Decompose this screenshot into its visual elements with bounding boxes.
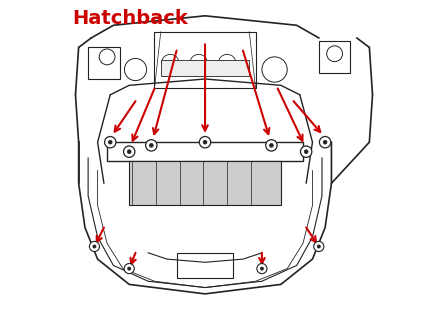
Circle shape (104, 137, 116, 148)
Circle shape (266, 140, 277, 151)
Circle shape (124, 146, 135, 157)
Bar (107, 142, 303, 161)
Bar (129, 161, 281, 205)
Circle shape (190, 54, 207, 72)
Circle shape (125, 58, 146, 81)
Circle shape (218, 54, 236, 72)
Circle shape (128, 267, 131, 270)
Circle shape (99, 49, 115, 65)
Bar (177, 253, 233, 278)
Bar (88, 47, 120, 79)
Circle shape (301, 146, 312, 157)
Circle shape (317, 245, 320, 248)
Circle shape (124, 264, 134, 274)
Bar (319, 41, 350, 73)
Circle shape (319, 137, 331, 148)
Bar (155, 32, 256, 88)
Circle shape (257, 264, 267, 274)
Circle shape (304, 150, 308, 154)
Circle shape (260, 267, 263, 270)
Circle shape (161, 54, 179, 72)
Circle shape (146, 140, 157, 151)
Circle shape (90, 241, 99, 252)
Circle shape (323, 140, 327, 144)
Circle shape (314, 241, 324, 252)
Circle shape (93, 245, 96, 248)
Circle shape (270, 143, 273, 147)
Circle shape (262, 57, 287, 82)
Circle shape (203, 140, 207, 144)
Circle shape (150, 143, 153, 147)
Circle shape (108, 140, 112, 144)
Circle shape (199, 137, 211, 148)
Circle shape (327, 46, 343, 62)
Bar (161, 60, 249, 76)
Text: Hatchback: Hatchback (72, 9, 188, 28)
Circle shape (127, 150, 131, 154)
